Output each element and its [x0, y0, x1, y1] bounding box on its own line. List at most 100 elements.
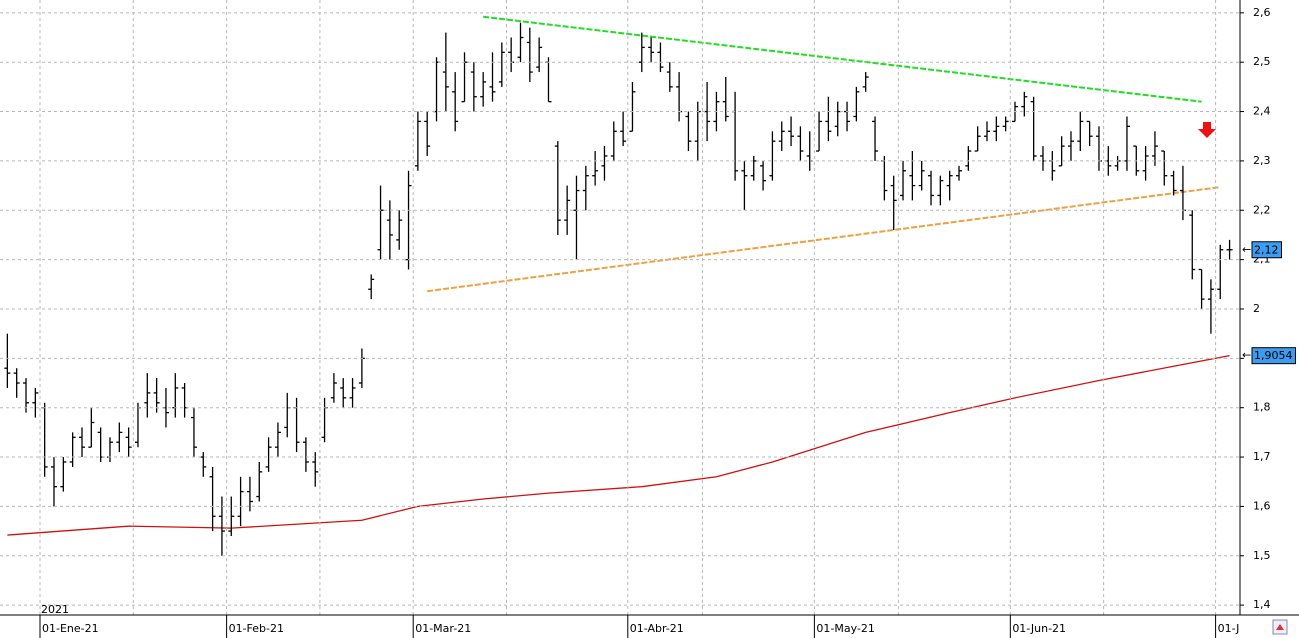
- price-pointer: ←: [1242, 349, 1251, 362]
- ohlc-bar: [974, 126, 981, 152]
- ohlc-bar: [825, 96, 832, 142]
- ohlc-bar: [1030, 96, 1037, 161]
- logo-icon: [1272, 619, 1288, 635]
- x-tick-label: 01-Feb-21: [229, 622, 284, 635]
- ohlc-bar: [937, 175, 944, 206]
- ohlc-bar: [629, 81, 636, 132]
- ohlc-bar: [620, 111, 627, 147]
- ohlc-bar: [125, 427, 132, 458]
- ohlc-bar: [1002, 116, 1009, 132]
- ohlc-bar: [51, 457, 57, 507]
- y-tick-label: 2,2: [1253, 203, 1271, 216]
- y-tick-label: 2: [1253, 302, 1260, 315]
- x-tick-label: 01-Jun-21: [1012, 622, 1066, 635]
- ohlc-bar: [340, 378, 347, 408]
- ohlc-bar: [965, 146, 972, 171]
- ohlc-bar: [582, 165, 589, 211]
- ohlc-bar: [517, 22, 524, 63]
- ohlc-bar: [536, 37, 543, 73]
- ohlc-bar: [1142, 146, 1149, 181]
- ohlc-bar: [1058, 136, 1065, 167]
- ohlc-bar: [442, 32, 449, 112]
- ohlc-bar: [601, 146, 608, 181]
- ohlc-bar: [592, 151, 599, 186]
- ohlc-bar: [638, 32, 645, 73]
- trend-line: [427, 186, 1221, 293]
- ohlc-bar: [330, 373, 337, 403]
- ohlc-bar: [788, 116, 795, 147]
- ohlc-bar: [4, 333, 11, 388]
- ohlc-bar: [928, 170, 935, 206]
- y-tick-label: 1,6: [1253, 499, 1271, 512]
- ohlc-bar: [900, 160, 907, 201]
- ohlc-bar: [862, 72, 869, 92]
- y-tick-label: 2,3: [1253, 154, 1271, 167]
- moving-average: [7, 355, 1230, 536]
- x-tick-label: 01-May-21: [816, 622, 874, 635]
- y-tick-label: 1,5: [1253, 549, 1271, 562]
- ohlc-bar: [666, 62, 673, 92]
- y-tick-label: 1,7: [1253, 450, 1271, 463]
- ohlc-bar: [498, 42, 505, 87]
- ohlc-bar: [1086, 120, 1093, 147]
- ohlc-bar: [265, 437, 272, 472]
- ohlc-bar: [480, 72, 487, 107]
- ohlc-bar: [648, 37, 655, 63]
- plot-area: 01-Ene-21 01-Feb-21 01-Mar-21 01-Abr-21 01-M…: [0, 0, 1268, 638]
- ohlc-bar: [218, 496, 225, 556]
- ohlc-bar: [909, 151, 916, 201]
- ohlc-bar: [69, 432, 76, 467]
- ohlc-bar: [610, 121, 617, 161]
- ohlc-bar: [377, 185, 384, 260]
- ohlc-bar: [853, 86, 860, 122]
- y-tick-label: 2,4: [1253, 105, 1271, 118]
- ohlc-bar: [554, 141, 561, 235]
- ohlc-bar: [88, 407, 95, 448]
- x-tick-label: 01-Mar-21: [415, 622, 471, 635]
- ohlc-bar: [452, 72, 459, 132]
- ohlc-bar: [312, 452, 319, 487]
- y-tick-label: 2,6: [1253, 6, 1271, 19]
- ohlc-bar: [302, 437, 309, 472]
- ohlc-bar: [13, 368, 20, 398]
- ohlc-bar: [1161, 150, 1168, 186]
- ohlc-bar: [984, 121, 990, 142]
- ohlc-bar: [153, 378, 160, 413]
- ohlc-bar: [414, 111, 421, 171]
- ohlc-bar: [946, 170, 953, 201]
- ohlc-bar: [209, 466, 216, 532]
- clipped-plot: 01-Ene-21 01-Feb-21 01-Mar-21 01-Abr-21 01-M…: [4, 15, 1268, 638]
- ohlc-bar: [769, 131, 776, 181]
- down-arrow: [1198, 122, 1216, 138]
- ohlc-bar: [237, 476, 244, 527]
- ohlc-bar: [23, 378, 30, 413]
- ohlc-bar: [918, 160, 925, 191]
- ohlc-bar: [256, 461, 263, 502]
- ohlc-bar: [685, 111, 692, 152]
- ohlc-bar: [778, 121, 785, 152]
- ohlc-bar: [78, 427, 85, 458]
- ohlc-bar: [1189, 210, 1196, 280]
- ohlc-bar: [470, 62, 477, 112]
- ohlc-bar: [526, 27, 533, 82]
- ohlc-bar: [489, 52, 496, 102]
- price-label-box: [1251, 241, 1282, 259]
- ohlc-bar: [1226, 239, 1233, 260]
- x-tick-label: 01-Abr-21: [630, 622, 684, 635]
- ohlc-bar: [246, 476, 253, 512]
- ohlc-bar: [32, 387, 39, 418]
- x-tick-label: 01-Jul-21: [1218, 622, 1268, 635]
- price-label: 1,9054: [1254, 349, 1293, 362]
- ohlc-bar: [386, 200, 393, 260]
- x-tick-label: 01-Ene-21: [42, 622, 99, 635]
- ohlc-bar: [190, 407, 197, 458]
- price-label: 2,12: [1254, 243, 1279, 256]
- ohlc-bar: [872, 116, 879, 161]
- y-tick-label: 2,5: [1253, 55, 1271, 68]
- ohlc-bar: [1207, 279, 1214, 334]
- ohlc-bar: [741, 160, 748, 211]
- ohlc-bar: [573, 175, 580, 260]
- ohlc-bar: [1021, 91, 1028, 117]
